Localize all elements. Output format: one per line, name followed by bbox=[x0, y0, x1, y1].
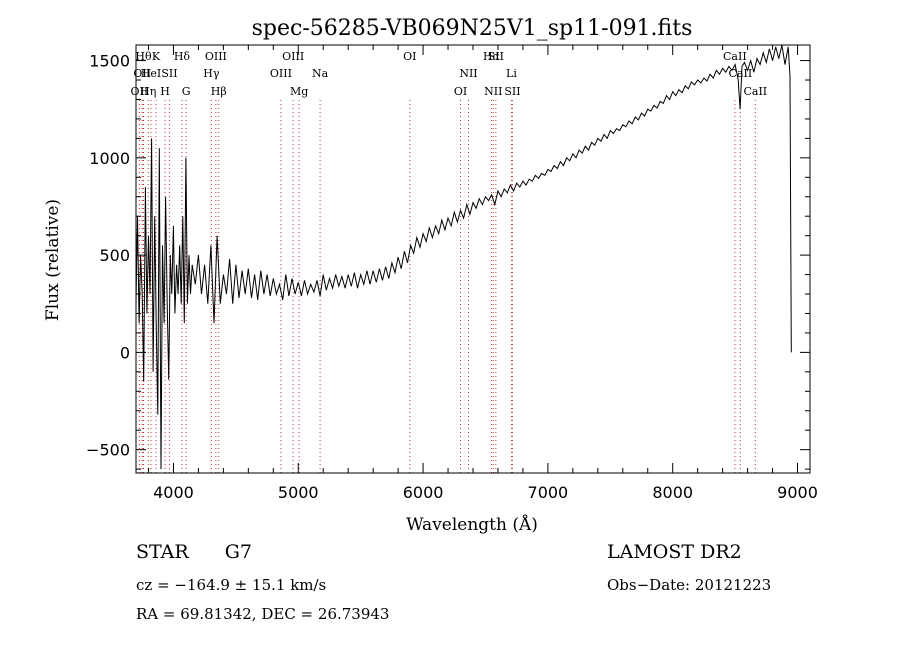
line-label-1: OII bbox=[133, 67, 151, 80]
line-label-11: OIII bbox=[205, 50, 227, 63]
line-label-10: Hγ bbox=[203, 67, 220, 80]
coordinates: RA = 69.81342, DEC = 26.73943 bbox=[136, 605, 390, 623]
line-label-5: K bbox=[152, 50, 161, 63]
line-label-0: OII bbox=[131, 85, 149, 98]
obs-date: Obs−Date: 20121223 bbox=[607, 576, 772, 594]
spectral-line-markers: OII OII Hθ Hη HeI K H SII Hδ G Hγ OIII Hβ OIII OIII Mg N… bbox=[131, 50, 767, 473]
line-label-7: SII bbox=[161, 67, 177, 80]
line-label-19: NII bbox=[459, 67, 477, 80]
line-label-2: Hθ bbox=[135, 50, 152, 63]
line-label-22: SII bbox=[488, 50, 504, 63]
chart-title: spec-56285-VB069N25V1_sp11-091.fits bbox=[252, 16, 693, 41]
line-label-25: CaII bbox=[723, 50, 747, 63]
object-class: STAR G7 bbox=[136, 541, 252, 563]
redshift-readout: cz = −164.9 ± 15.1 km/s bbox=[136, 576, 327, 594]
y-tick-label-1: 0 bbox=[120, 343, 130, 362]
x-tick-label-0: 4000 bbox=[153, 483, 194, 502]
plot-frame bbox=[135, 44, 811, 474]
object-class-label: STAR bbox=[136, 541, 189, 563]
line-label-4: HeI bbox=[141, 67, 161, 80]
y-tick-label-4: 1500 bbox=[89, 52, 130, 71]
line-label-27: CaII bbox=[743, 85, 767, 98]
line-label-21: NII bbox=[484, 85, 502, 98]
spectrum-series bbox=[135, 44, 792, 470]
line-label-17: OI bbox=[403, 50, 416, 63]
x-axis-title: Wavelength (Å) bbox=[406, 514, 538, 535]
line-label-12: Hβ bbox=[211, 85, 227, 98]
survey-label: LAMOST DR2 bbox=[607, 541, 742, 563]
line-label-20: Hα bbox=[483, 50, 501, 63]
line-label-3: Hη bbox=[140, 85, 156, 98]
line-label-14: OIII bbox=[282, 50, 304, 63]
line-label-16: Na bbox=[312, 67, 329, 80]
line-label-24: SII bbox=[504, 85, 520, 98]
line-label-8: Hδ bbox=[174, 50, 191, 63]
line-label-18: OI bbox=[454, 85, 467, 98]
y-axis-title: Flux (relative) bbox=[43, 199, 63, 321]
axis-ticks: 4000 5000 6000 7000 8000 9000 −500 0 500 1000 1500 bbox=[86, 45, 818, 502]
x-tick-label-3: 7000 bbox=[528, 483, 569, 502]
x-tick-label-1: 5000 bbox=[278, 483, 319, 502]
line-label-26: CaII bbox=[729, 67, 753, 80]
object-subclass: G7 bbox=[224, 541, 252, 563]
line-label-15: Mg bbox=[290, 85, 308, 98]
spectrum-line bbox=[135, 44, 792, 470]
line-label-6: H bbox=[160, 85, 170, 98]
line-label-23: Li bbox=[506, 67, 517, 80]
y-tick-label-0: −500 bbox=[86, 441, 130, 460]
x-tick-label-4: 8000 bbox=[652, 483, 693, 502]
x-tick-label-5: 9000 bbox=[777, 483, 818, 502]
x-tick-label-2: 6000 bbox=[403, 483, 444, 502]
line-label-9: G bbox=[182, 85, 191, 98]
line-label-13: OIII bbox=[270, 67, 292, 80]
y-tick-label-3: 1000 bbox=[89, 149, 130, 168]
y-tick-label-2: 500 bbox=[99, 246, 130, 265]
